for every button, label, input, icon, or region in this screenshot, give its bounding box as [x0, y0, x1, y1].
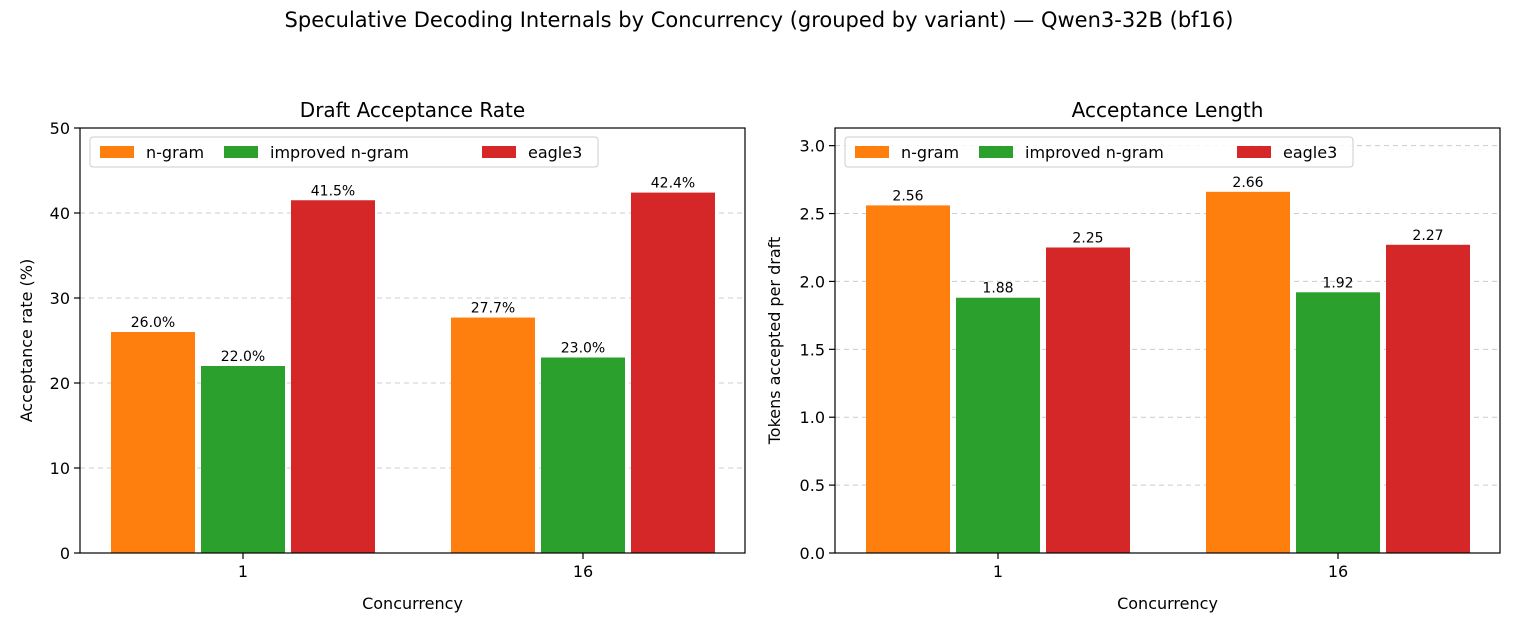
- legend-swatch: [979, 146, 1013, 158]
- legend-entry: eagle3: [1283, 143, 1337, 162]
- legend-entry: improved n-gram: [1025, 143, 1164, 162]
- bar-value-label: 27.7%: [471, 301, 515, 317]
- x-tick-label: 1: [993, 562, 1003, 581]
- bar-value-label: 2.27: [1412, 228, 1443, 244]
- figure-title: Speculative Decoding Internals by Concur…: [284, 8, 1234, 32]
- legend-entry: n-gram: [901, 143, 959, 162]
- y-tick-label: 1.5: [800, 340, 825, 359]
- bar: [956, 297, 1040, 553]
- y-tick-label: 40: [50, 204, 70, 223]
- bar-value-label: 41.5%: [311, 183, 355, 199]
- y-tick-label: 1.0: [800, 408, 825, 427]
- x-tick-label: 1: [238, 562, 248, 581]
- plot-frame: [79, 127, 746, 554]
- x-axis-label: Concurrency: [1117, 594, 1218, 613]
- bar-value-label: 23.0%: [561, 341, 605, 357]
- plot-frame: [834, 127, 1501, 554]
- legend-box: [89, 136, 599, 168]
- y-axis-label: Acceptance rate (%): [17, 259, 36, 422]
- legend-entry: improved n-gram: [270, 143, 409, 162]
- x-axis-label: Concurrency: [362, 594, 463, 613]
- bar: [631, 192, 715, 553]
- y-tick-label: 2.0: [800, 272, 825, 291]
- legend: n-gram improved n-gram eagle3: [89, 136, 599, 168]
- legend-entry: n-gram: [146, 143, 204, 162]
- bar: [866, 205, 950, 553]
- y-tick-label: 10: [50, 459, 70, 478]
- chart-title: Draft Acceptance Rate: [300, 98, 525, 122]
- y-tick-label: 0: [60, 544, 70, 563]
- bar: [1046, 247, 1130, 553]
- bar-value-label: 42.4%: [651, 176, 695, 192]
- y-tick-label: 0.5: [800, 476, 825, 495]
- y-axis-label: Tokens accepted per draft: [765, 237, 784, 446]
- y-tick-label: 3.0: [800, 137, 825, 156]
- bar: [1206, 191, 1290, 554]
- bar-value-label: 2.66: [1232, 175, 1263, 191]
- bar: [1296, 292, 1380, 553]
- bar-value-label: 1.92: [1322, 275, 1353, 291]
- bar: [1386, 244, 1470, 553]
- legend-box: [844, 136, 1354, 168]
- bar-value-label: 2.56: [892, 188, 923, 204]
- bar-value-label: 22.0%: [221, 349, 265, 365]
- bar: [201, 366, 285, 553]
- y-tick-label: 0.0: [800, 544, 825, 563]
- bar: [541, 357, 625, 553]
- chart-title: Acceptance Length: [1072, 98, 1264, 122]
- legend-entry: eagle3: [528, 143, 582, 162]
- legend-swatch: [224, 146, 258, 158]
- legend: n-gram improved n-gram eagle3: [844, 136, 1354, 168]
- bar: [451, 317, 535, 553]
- legend-swatch: [100, 146, 134, 158]
- y-tick-label: 30: [50, 289, 70, 308]
- bar-value-label: 1.88: [982, 281, 1013, 297]
- y-tick-label: 50: [50, 119, 70, 138]
- legend-swatch: [855, 146, 889, 158]
- x-tick-label: 16: [1328, 562, 1348, 581]
- y-tick-label: 2.5: [800, 205, 825, 224]
- bar-value-label: 2.25: [1072, 230, 1103, 246]
- y-tick-label: 20: [50, 374, 70, 393]
- bar: [291, 200, 375, 553]
- bar-value-label: 26.0%: [131, 315, 175, 331]
- bar: [111, 332, 195, 553]
- x-tick-label: 16: [573, 562, 593, 581]
- legend-swatch: [482, 146, 516, 158]
- legend-swatch: [1237, 146, 1271, 158]
